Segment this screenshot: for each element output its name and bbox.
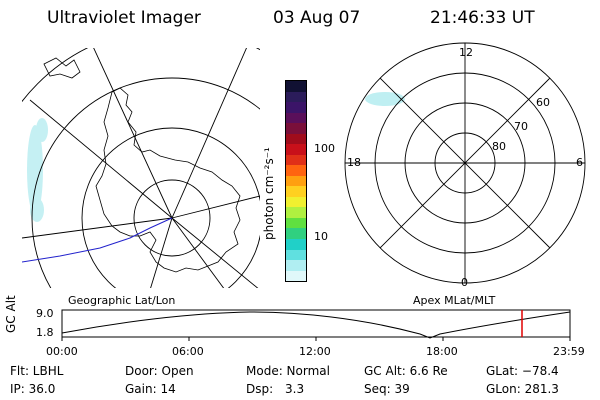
lat-label-60: 60 — [536, 96, 550, 109]
colorbar-segment — [286, 217, 306, 229]
colorbar-segment — [286, 165, 306, 176]
gain-status: Gain: 14 — [125, 382, 176, 396]
timeline-xtick-0: 00:00 — [46, 345, 78, 358]
dsp-value: 3.3 — [285, 382, 305, 396]
colorbar-segment — [286, 186, 306, 197]
orbit-track — [22, 217, 173, 263]
timeline-ytick-min: 1.8 — [36, 326, 54, 339]
colorbar-segment — [286, 154, 306, 166]
timeline-xtick-3: 18:00 — [426, 345, 458, 358]
colorbar-segment — [286, 175, 306, 187]
colorbar-segment — [286, 112, 306, 124]
colorbar-segment — [286, 207, 306, 218]
timeline-xtick-2: 12:00 — [299, 345, 331, 358]
filter-status: Flt: LBHL — [10, 364, 64, 378]
altitude-curve — [61, 311, 571, 339]
instrument-title: Ultraviolet Imager — [47, 8, 201, 28]
mlt-label-right: 6 — [576, 156, 583, 169]
date-label: 03 Aug 07 — [273, 8, 361, 28]
colorbar-segment — [286, 270, 306, 282]
colorbar-segment — [286, 196, 306, 208]
colorbar-segment — [286, 91, 306, 103]
colorbar-segment — [286, 144, 306, 155]
door-status: Door: Open — [125, 364, 194, 378]
colorbar-segment — [286, 133, 306, 145]
timeline-xtick-4: 23:59 — [553, 345, 585, 358]
mlt-label-top: 12 — [459, 46, 473, 59]
gc-alt-status: GC Alt: 6.6 Re — [364, 364, 448, 378]
mlt-label-bottom: 0 — [461, 276, 468, 289]
colorbar-tick-100: 100 — [314, 142, 335, 155]
dsp-label: Dsp: — [246, 382, 274, 396]
left-aurora-patch — [27, 118, 48, 222]
colorbar-segment — [286, 249, 306, 261]
right-map-label: Apex MLat/MLT — [413, 294, 496, 307]
colorbar-segment — [286, 238, 306, 250]
seq-status: Seq: 39 — [364, 382, 410, 396]
timeline-axis-label: GC Alt — [4, 295, 18, 333]
right-aurora-patch — [365, 92, 405, 106]
glat-status: GLat: −78.4 — [486, 364, 559, 378]
colorbar-segment — [286, 102, 306, 113]
glon-status: GLon: 281.3 — [486, 382, 559, 396]
lat-label-70: 70 — [514, 120, 528, 133]
colorbar — [285, 80, 307, 282]
ip-status: IP: 36.0 — [10, 382, 56, 396]
left-map-label: Geographic Lat/Lon — [68, 294, 176, 307]
colorbar-tick-10: 10 — [314, 230, 328, 243]
lat-label-80: 80 — [492, 140, 506, 153]
colorbar-segment — [286, 123, 306, 134]
timeline-xtick-1: 06:00 — [172, 345, 204, 358]
colorbar-segment — [286, 81, 306, 92]
time-label: 21:46:33 UT — [430, 8, 535, 28]
colorbar-segment — [286, 260, 306, 271]
coastline — [95, 87, 241, 273]
colorbar-segment — [286, 228, 306, 239]
timeline-ytick-max: 9.0 — [36, 307, 54, 320]
mode-status: Mode: Normal — [246, 364, 330, 378]
mlt-label-left: 18 — [347, 156, 361, 169]
